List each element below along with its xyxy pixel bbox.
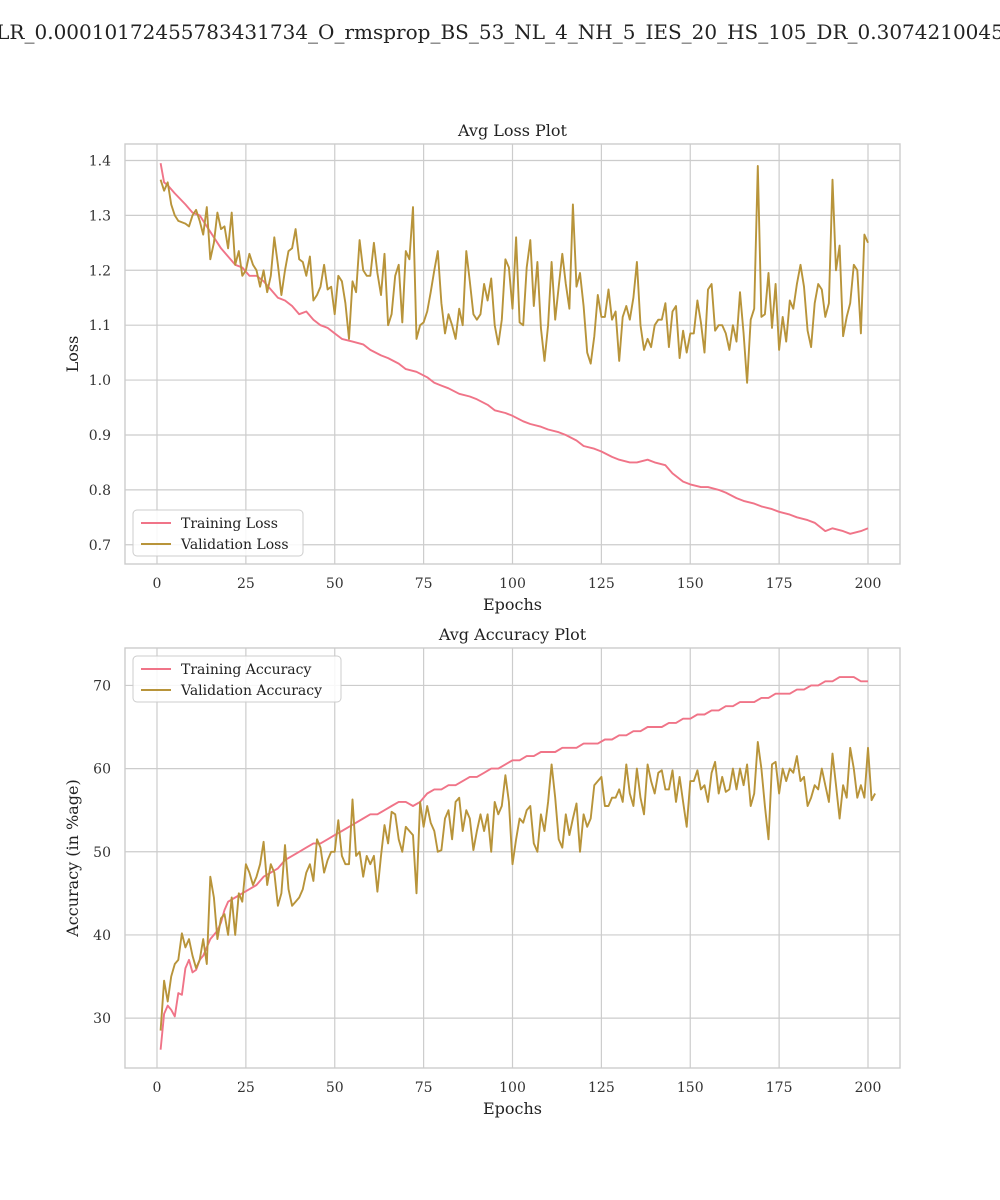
- loss-axes-frame: [124, 143, 901, 565]
- loss-y-tick-label: 0.8: [89, 483, 111, 499]
- accuracy-legend-box: [132, 655, 342, 703]
- accuracy-series-line-training: [159, 676, 868, 1050]
- loss-plot-panel: 0 25 50 75 100 125 150 175 200 0.7 0.8 0.9 1.0 1.1 1.2…: [63, 121, 901, 614]
- loss-y-tick-label: 0.7: [89, 538, 111, 554]
- loss-y-tick-label: 1.2: [89, 263, 111, 279]
- loss-x-tick-label: 125: [588, 576, 615, 592]
- accuracy-y-tick-label: 40: [93, 928, 111, 944]
- loss-series-line-validation: [159, 165, 869, 384]
- loss-x-tick-label: 50: [326, 576, 344, 592]
- loss-y-tick-label: 1.3: [89, 208, 111, 224]
- accuracy-x-tick-label: 0: [153, 1080, 162, 1096]
- accuracy-x-tick-label: 125: [588, 1080, 615, 1096]
- loss-x-tick-label: 0: [153, 576, 162, 592]
- accuracy-legend: Training Accuracy Validation Accuracy: [132, 655, 342, 703]
- loss-legend-box: [132, 509, 304, 557]
- accuracy-plot-panel: 0 25 50 75 100 125 150 175 200 30 40 50 60 70 Avg Accu…: [63, 625, 901, 1118]
- accuracy-x-tick-label: 25: [237, 1080, 255, 1096]
- loss-x-tick-label: 200: [855, 576, 882, 592]
- accuracy-series-line-validation: [159, 741, 876, 1031]
- accuracy-x-tick-label: 175: [766, 1080, 793, 1096]
- accuracy-y-tick-label: 30: [93, 1011, 111, 1027]
- accuracy-x-tick-label: 100: [499, 1080, 526, 1096]
- accuracy-y-tick-label: 70: [93, 678, 111, 694]
- accuracy-axes-frame: [124, 647, 901, 1069]
- loss-legend-label-training: Training Loss: [181, 516, 278, 532]
- accuracy-x-tick-label: 150: [677, 1080, 704, 1096]
- loss-x-tick-label: 150: [677, 576, 704, 592]
- accuracy-y-tick-label: 60: [93, 762, 111, 778]
- accuracy-y-tick-label: 50: [93, 845, 111, 861]
- accuracy-legend-label-training: Training Accuracy: [181, 662, 311, 678]
- loss-x-tick-label: 100: [499, 576, 526, 592]
- loss-plot-title: Avg Loss Plot: [457, 121, 568, 140]
- loss-y-tick-label: 0.9: [89, 428, 111, 444]
- loss-y-tick-label: 1.1: [89, 318, 111, 334]
- accuracy-x-axis-label: Epochs: [483, 1099, 542, 1118]
- loss-x-tick-label: 75: [415, 576, 433, 592]
- loss-legend-label-validation: Validation Loss: [180, 537, 289, 553]
- loss-y-axis-label: Loss: [63, 336, 82, 373]
- loss-series-line-training: [159, 163, 869, 535]
- loss-legend: Training Loss Validation Loss: [132, 509, 304, 557]
- accuracy-y-axis-label: Accuracy (in %age): [63, 779, 82, 938]
- loss-x-tick-label: 175: [766, 576, 793, 592]
- figure-suptitle: LR_0.00010172455783431734_O_rmsprop_BS_5…: [0, 20, 1000, 44]
- loss-y-tick-label: 1.4: [89, 153, 111, 169]
- loss-y-tick-label: 1.0: [89, 373, 111, 389]
- accuracy-legend-label-validation: Validation Accuracy: [180, 683, 322, 699]
- loss-x-axis-label: Epochs: [483, 595, 542, 614]
- loss-x-tick-label: 25: [237, 576, 255, 592]
- accuracy-x-tick-label: 200: [855, 1080, 882, 1096]
- accuracy-plot-title: Avg Accuracy Plot: [438, 625, 587, 644]
- accuracy-x-tick-label: 75: [415, 1080, 433, 1096]
- accuracy-x-tick-label: 50: [326, 1080, 344, 1096]
